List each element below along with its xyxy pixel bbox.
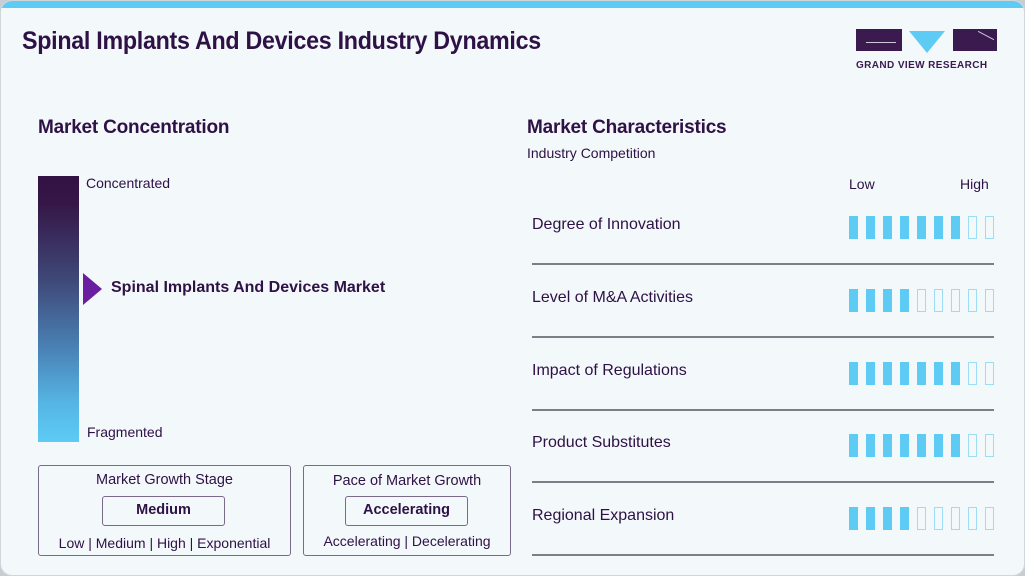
high-label: High	[960, 176, 989, 192]
growth-stage-value: Medium	[102, 496, 225, 526]
row-divider	[532, 554, 994, 556]
rating-bars	[849, 362, 994, 385]
growth-stage-options: Low | Medium | High | Exponential	[58, 535, 271, 551]
fragmented-label: Fragmented	[87, 424, 163, 440]
characteristic-label: Product Substitutes	[532, 434, 671, 451]
rating-segment-filled	[883, 362, 892, 385]
rating-segment-empty	[951, 507, 960, 530]
rating-segment-filled	[849, 362, 858, 385]
rating-segment-filled	[883, 434, 892, 457]
rating-segment-filled	[883, 289, 892, 312]
logo-text: GRAND VIEW RESEARCH	[856, 60, 988, 71]
rating-segment-filled	[900, 434, 909, 457]
rating-segment-filled	[866, 507, 875, 530]
rating-segment-empty	[985, 289, 994, 312]
rating-segment-filled	[934, 434, 943, 457]
rating-segment-filled	[849, 434, 858, 457]
growth-stage-title: Market Growth Stage	[96, 472, 233, 488]
rating-segment-empty	[934, 507, 943, 530]
low-label: Low	[849, 176, 875, 192]
rating-bars	[849, 507, 994, 530]
concentration-gradient-bar	[38, 176, 79, 442]
rating-segment-filled	[917, 362, 926, 385]
rating-segment-empty	[968, 362, 977, 385]
rating-segment-filled	[866, 216, 875, 239]
concentrated-label: Concentrated	[86, 175, 171, 191]
characteristic-label: Regional Expansion	[532, 507, 675, 524]
rating-segment-empty	[968, 434, 977, 457]
rating-bars	[849, 216, 994, 239]
row-divider	[532, 409, 994, 411]
characteristic-label: Impact of Regulations	[532, 362, 687, 379]
logo-mark-icon	[856, 29, 998, 53]
rating-segment-filled	[849, 289, 858, 312]
market-characteristics-heading: Market Characteristics	[527, 117, 727, 138]
rating-segment-filled	[849, 507, 858, 530]
rating-segment-empty	[985, 216, 994, 239]
rating-segment-empty	[917, 507, 926, 530]
row-divider	[532, 481, 994, 483]
rating-segment-empty	[968, 507, 977, 530]
rating-segment-filled	[934, 362, 943, 385]
rating-segment-empty	[985, 434, 994, 457]
industry-competition-subheading: Industry Competition	[527, 145, 656, 161]
row-divider	[532, 336, 994, 338]
rating-segment-filled	[951, 434, 960, 457]
characteristic-label: Level of M&A Activities	[532, 289, 693, 306]
rating-segment-empty	[985, 507, 994, 530]
rating-segment-filled	[866, 434, 875, 457]
rating-segment-filled	[917, 434, 926, 457]
page-title: Spinal Implants And Devices Industry Dyn…	[22, 27, 541, 55]
rating-segment-empty	[968, 216, 977, 239]
rating-segment-empty	[968, 289, 977, 312]
rating-segment-empty	[934, 289, 943, 312]
rating-segment-empty	[917, 289, 926, 312]
rating-segment-filled	[900, 216, 909, 239]
pace-title: Pace of Market Growth	[332, 473, 482, 489]
rating-segment-filled	[951, 216, 960, 239]
rating-segment-filled	[883, 216, 892, 239]
rating-segment-filled	[900, 289, 909, 312]
pace-value: Accelerating	[345, 496, 468, 526]
market-marker-label: Spinal Implants And Devices Market	[111, 279, 386, 296]
rating-segment-filled	[883, 507, 892, 530]
rating-segment-filled	[866, 289, 875, 312]
market-growth-stage-box: Market Growth Stage Medium Low | Medium …	[38, 465, 291, 556]
rating-segment-empty	[985, 362, 994, 385]
rating-bars	[849, 289, 994, 312]
market-concentration-heading: Market Concentration	[38, 117, 230, 138]
rating-segment-filled	[934, 216, 943, 239]
characteristic-label: Degree of Innovation	[532, 216, 681, 233]
row-divider	[532, 263, 994, 265]
rating-segment-filled	[951, 362, 960, 385]
rating-segment-filled	[849, 216, 858, 239]
pace-of-growth-box: Pace of Market Growth Accelerating Accel…	[303, 465, 511, 556]
gvr-logo: GRAND VIEW RESEARCH	[856, 29, 998, 71]
marker-arrow-icon	[83, 273, 102, 305]
rating-segment-filled	[900, 362, 909, 385]
pace-options: Accelerating | Decelerating	[323, 533, 491, 549]
rating-segment-empty	[951, 289, 960, 312]
rating-segment-filled	[900, 507, 909, 530]
accent-bar	[1, 1, 1024, 8]
rating-bars	[849, 434, 994, 457]
rating-segment-filled	[866, 362, 875, 385]
rating-segment-filled	[917, 216, 926, 239]
